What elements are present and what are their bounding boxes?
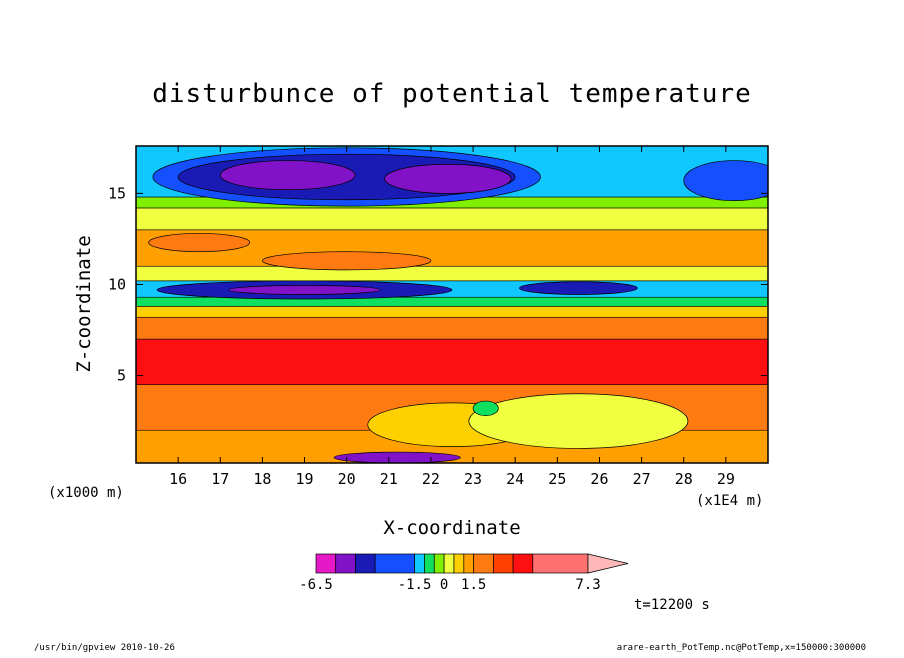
colorbar-segment-1: [335, 553, 356, 574]
colorbar-extension-arrow: [587, 553, 629, 574]
chart-title: disturbunce of potential temperature: [152, 79, 752, 109]
footer-right: arare-earth_PotTemp.nc@PotTemp,x=150000:…: [617, 643, 866, 653]
contour-band-4: [136, 306, 768, 318]
colorbar-segment-2: [355, 553, 376, 574]
y-tick-label-15: 15: [108, 184, 126, 202]
contour-blob-6: [228, 285, 381, 295]
x-tick-label-22: 22: [422, 470, 440, 488]
colorbar-segment-5: [424, 553, 435, 574]
x-tick-label-21: 21: [380, 470, 398, 488]
x-tick-label-27: 27: [633, 470, 651, 488]
contour-blob-13: [333, 451, 461, 463]
contour-band-2: [136, 338, 768, 385]
colorbar-label-7.3: 7.3: [575, 577, 600, 593]
contour-band-3: [136, 316, 768, 340]
colorbar-segment-11: [493, 553, 514, 574]
x-tick-label-19: 19: [296, 470, 314, 488]
colorbar-segment-8: [453, 553, 465, 574]
plot-area: [136, 146, 768, 463]
x-tick-label-17: 17: [211, 470, 229, 488]
contour-blob-3: [384, 163, 512, 194]
x-tick-label-28: 28: [675, 470, 693, 488]
contour-blob-11: [468, 393, 689, 449]
colorbar-segment-7: [443, 553, 455, 574]
y-axis-label: Z-coordinate: [73, 235, 95, 372]
y-axis-unit: (x1000 m): [48, 485, 124, 501]
plot-frame: [135, 145, 769, 464]
colorbar: -6.5 -1.5 0 1.5 7.3: [299, 553, 629, 593]
contour-blobs: [148, 147, 768, 463]
x-tick-label-16: 16: [169, 470, 187, 488]
contour-blob-7: [519, 281, 638, 295]
x-tick-label-29: 29: [717, 470, 735, 488]
contour-band-7: [136, 265, 768, 282]
colorbar-segment-6: [433, 553, 445, 574]
x-tick-label-26: 26: [590, 470, 608, 488]
footer-left: /usr/bin/gpview 2010-10-26: [34, 643, 175, 653]
x-axis-ticks: 16 17 18 19 20 21 22 23 24 25 26 27 28 29: [169, 146, 735, 488]
colorbar-label--6.5: -6.5: [299, 577, 333, 593]
colorbar-segment-13: [532, 553, 589, 574]
contour-blob-12: [472, 400, 499, 416]
time-label: t=12200 s: [634, 597, 710, 613]
x-axis-unit: (x1E4 m): [696, 493, 763, 509]
x-axis-label: X-coordinate: [383, 517, 520, 539]
colorbar-segment-0: [315, 553, 337, 574]
contour-blob-2: [219, 160, 356, 191]
colorbar-segment-12: [512, 553, 534, 574]
contour-band-9: [136, 207, 768, 231]
y-tick-label-5: 5: [117, 367, 126, 385]
contour-blob-8: [262, 251, 432, 271]
y-axis-ticks: 5 10 15: [108, 184, 768, 385]
x-tick-label-25: 25: [548, 470, 566, 488]
colorbar-segment-3: [374, 553, 415, 574]
contour-blob-4: [683, 160, 768, 201]
x-tick-label-23: 23: [464, 470, 482, 488]
x-tick-label-24: 24: [506, 470, 524, 488]
colorbar-segment-10: [473, 553, 494, 574]
colorbar-segment-9: [463, 553, 475, 574]
colorbar-label-1.5: 1.5: [461, 577, 486, 593]
x-tick-label-18: 18: [253, 470, 271, 488]
colorbar-label--1.5: -1.5: [398, 577, 432, 593]
colorbar-segment-4: [414, 553, 425, 574]
contour-band-5: [136, 296, 768, 307]
contour-blob-9: [148, 233, 251, 253]
colorbar-label-0: 0: [440, 577, 448, 593]
x-tick-label-20: 20: [338, 470, 356, 488]
y-tick-label-10: 10: [108, 275, 126, 293]
